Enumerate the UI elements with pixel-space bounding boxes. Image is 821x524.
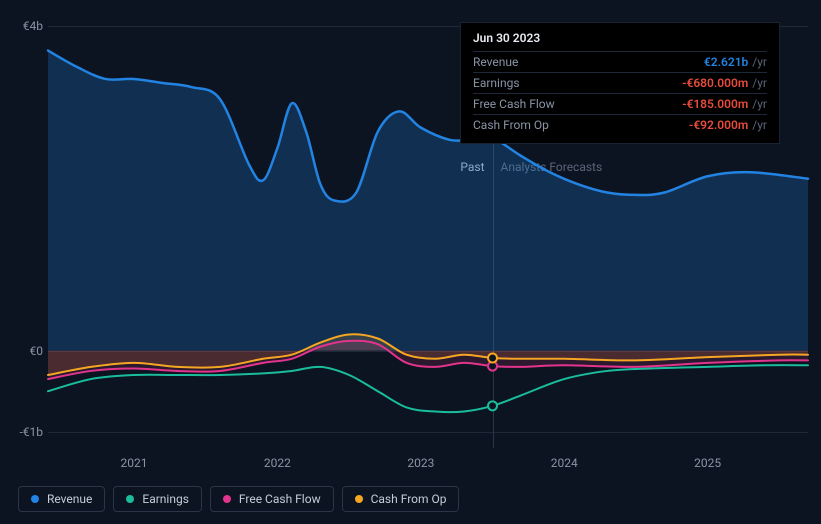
legend-item-cash_from_op[interactable]: Cash From Op — [342, 486, 460, 512]
tooltip-metric-unit: /yr — [748, 55, 767, 69]
tooltip-metric-label: Cash From Op — [473, 118, 689, 132]
legend-dot-icon — [31, 495, 39, 503]
x-axis-label: 2021 — [121, 456, 148, 470]
marker-cash_from_op — [488, 353, 497, 362]
legend-item-earnings[interactable]: Earnings — [113, 486, 202, 512]
tooltip-metric-label: Earnings — [473, 76, 682, 90]
tooltip-metric-unit: /yr — [748, 118, 767, 132]
tooltip-date: Jun 30 2023 — [473, 31, 767, 51]
tooltip-metric-label: Revenue — [473, 55, 704, 69]
x-axis-label: 2025 — [694, 456, 721, 470]
legend-item-free_cash_flow[interactable]: Free Cash Flow — [210, 486, 334, 512]
legend-dot-icon — [126, 495, 134, 503]
chart-tooltip: Jun 30 2023 Revenue€2.621b/yrEarnings-€6… — [460, 22, 780, 144]
tooltip-row: Earnings-€680.000m/yr — [473, 72, 767, 93]
x-axis-label: 2023 — [407, 456, 434, 470]
tooltip-row: Cash From Op-€92.000m/yr — [473, 114, 767, 135]
chart-legend: Revenue Earnings Free Cash Flow Cash From O… — [18, 486, 459, 512]
y-axis-label: -€1b — [19, 425, 43, 439]
legend-item-label: Cash From Op — [371, 492, 447, 506]
legend-dot-icon — [223, 495, 231, 503]
x-axis-label: 2022 — [264, 456, 291, 470]
y-axis-label: €0 — [30, 344, 44, 358]
tooltip-metric-value: -€680.000m — [682, 76, 748, 90]
tooltip-row: Revenue€2.621b/yr — [473, 51, 767, 72]
tooltip-metric-unit: /yr — [748, 97, 767, 111]
tooltip-metric-value: -€92.000m — [689, 118, 748, 132]
tooltip-metric-value: €2.621b — [704, 55, 748, 69]
tooltip-metric-unit: /yr — [748, 76, 767, 90]
marker-earnings — [488, 401, 497, 410]
tooltip-metric-label: Free Cash Flow — [473, 97, 682, 111]
x-axis-label: 2024 — [551, 456, 578, 470]
legend-dot-icon — [355, 495, 363, 503]
y-axis-label: €4b — [23, 19, 43, 33]
legend-item-revenue[interactable]: Revenue — [18, 486, 105, 512]
legend-item-label: Free Cash Flow — [239, 492, 321, 506]
tooltip-metric-value: -€185.000m — [682, 97, 748, 111]
legend-item-label: Earnings — [142, 492, 189, 506]
series-line-earnings — [48, 365, 808, 412]
legend-item-label: Revenue — [47, 492, 92, 506]
tooltip-row: Free Cash Flow-€185.000m/yr — [473, 93, 767, 114]
